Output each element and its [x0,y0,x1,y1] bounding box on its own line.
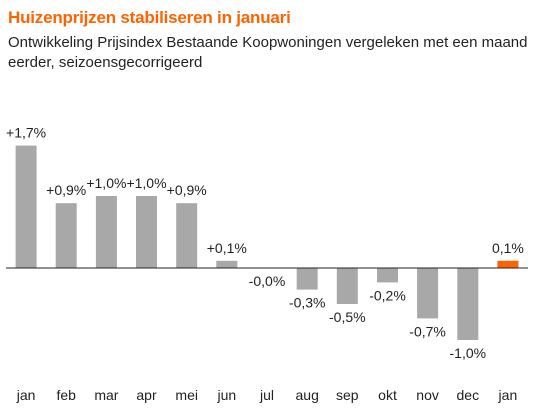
bar-apr-3 [136,196,157,268]
bar-dec-11 [457,268,479,340]
x-tick-label-6: jul [259,387,274,403]
x-tick-label-1: feb [56,387,76,403]
bar-feb-1 [55,203,77,268]
data-label-9: -0,2% [369,287,406,303]
x-tick-label-10: nov [416,387,439,403]
data-label-11: -1,0% [450,345,487,361]
x-tick-label-3: apr [136,387,157,403]
bars-group [15,145,519,340]
bar-jan-0 [15,145,37,268]
x-tick-label-11: dec [457,387,480,403]
x-tick-label-12: jan [498,387,518,403]
x-tick-label-8: sep [336,387,359,403]
x-tick-label-4: mei [175,387,198,403]
x-tick-label-7: aug [296,387,319,403]
data-label-1: +0,9% [46,182,86,198]
chart-subtitle: Ontwikkeling Prijsindex Bestaande Koopwo… [8,34,528,71]
x-tick-label-2: mar [94,387,118,403]
bar-aug-7 [296,268,318,290]
data-label-5: +0,1% [207,240,247,256]
x-tick-label-0: jan [16,387,36,403]
data-label-6: -0,0% [249,273,286,289]
x-tick-label-9: okt [378,387,397,403]
bar-jun-5 [216,260,238,268]
bar-mei-4 [176,203,198,268]
data-label-4: +0,9% [167,182,207,198]
data-label-7: -0,3% [289,295,326,311]
bar-nov-10 [417,268,439,319]
bar-sep-8 [336,268,358,304]
x-tick-label-5: jun [216,387,236,403]
data-label-12: 0,1% [492,240,524,256]
data-labels-group: +1,7%+0,9% +1,0% +1,0% +0,9%+0,1%-0,0%-0,3%… [6,125,524,361]
bar-jan-12 [497,260,519,268]
x-tick-labels-group: jan feb mar apr mei jun jul aug sep okt nov dec jan [16,387,517,403]
data-label-2: +1,0% [86,175,126,191]
chart-title: Huizenprijzen stabiliseren in januari [8,8,291,27]
data-label-3: +1,0% [126,175,166,191]
data-label-8: -0,5% [329,309,366,325]
bar-mar-2 [95,196,117,268]
data-label-10: -0,7% [409,323,446,339]
bar-okt-9 [377,268,398,283]
data-label-0: +1,7% [6,125,46,141]
